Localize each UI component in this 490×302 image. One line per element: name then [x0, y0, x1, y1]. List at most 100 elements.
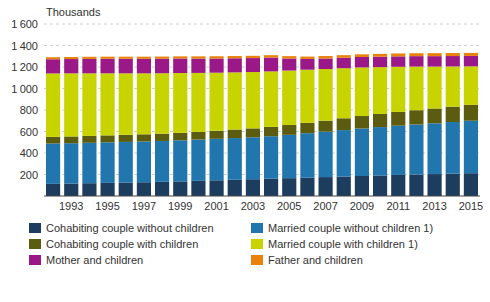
- bar-segment: [155, 182, 169, 196]
- legend-label: Cohabiting couple with children: [46, 238, 198, 250]
- bar-segment: [318, 132, 332, 177]
- bar-segment: [46, 59, 60, 73]
- x-tick-label: 1999: [168, 200, 192, 212]
- legend-label: Married couple with children 1): [268, 238, 418, 250]
- bar-segment: [173, 181, 187, 196]
- x-tick-label: 2005: [277, 200, 301, 212]
- bar-segment: [355, 67, 369, 116]
- bar-segment: [137, 182, 151, 196]
- bar-segment: [46, 137, 60, 144]
- y-tick-label: 1 200: [11, 61, 38, 73]
- bar-segment: [391, 56, 405, 66]
- x-tick-label: 2015: [459, 200, 483, 212]
- bar-segment: [228, 138, 242, 180]
- bar-segment: [119, 142, 133, 183]
- x-axis-line: [44, 196, 480, 197]
- bar-segment: [282, 178, 296, 196]
- bar-segment: [64, 59, 78, 73]
- bar-segment: [355, 176, 369, 196]
- bar-segment: [82, 183, 96, 196]
- x-tick-label: 1997: [132, 200, 156, 212]
- y-tick-label: 1 600: [11, 18, 38, 30]
- bar-segment: [264, 55, 278, 57]
- y-tick-label: 1 400: [11, 40, 38, 52]
- bar-segment: [427, 174, 441, 196]
- bar-segment: [173, 140, 187, 181]
- bar-segment: [119, 59, 133, 74]
- bar-segment: [300, 133, 314, 177]
- bar-segment: [46, 184, 60, 196]
- bar-segment: [427, 123, 441, 174]
- bar-segment: [46, 73, 60, 136]
- bar-segment: [137, 59, 151, 74]
- bar-segment: [355, 116, 369, 128]
- legend-swatch: [29, 223, 41, 233]
- bar-segment: [100, 135, 114, 142]
- x-tick-label: 2001: [204, 200, 228, 212]
- bar-segment: [446, 174, 460, 196]
- bar-segment: [264, 179, 278, 196]
- bar-segment: [464, 121, 478, 173]
- grid-line: [44, 45, 480, 46]
- bar-segment: [464, 173, 478, 196]
- bar-segment: [373, 54, 387, 57]
- bar-segment: [318, 177, 332, 196]
- bar-segment: [355, 57, 369, 67]
- bar-segment: [155, 59, 169, 74]
- bar-segment: [282, 59, 296, 71]
- bar-segment: [355, 128, 369, 176]
- bar-segment: [337, 130, 351, 176]
- bar-segment: [64, 136, 78, 143]
- bar-segment: [228, 72, 242, 129]
- bar-segment: [46, 144, 60, 184]
- bar-segment: [246, 58, 260, 72]
- bar-segment: [409, 110, 423, 124]
- x-tick-label: 1995: [95, 200, 119, 212]
- bar-segment: [64, 143, 78, 183]
- bar-segment: [228, 58, 242, 72]
- bar-segment: [82, 57, 96, 59]
- bar-segment: [282, 71, 296, 125]
- bar-segment: [209, 131, 223, 139]
- bar-segment: [82, 136, 96, 143]
- bar-segment: [100, 59, 114, 74]
- y-axis-label: Thousands: [46, 6, 101, 18]
- y-tick-label: 400: [20, 147, 38, 159]
- bar-segment: [64, 184, 78, 196]
- bar-segment: [191, 56, 205, 58]
- x-tick-label: 1993: [59, 200, 83, 212]
- bar-segment: [337, 68, 351, 118]
- legend-swatch: [29, 239, 41, 249]
- bar-segment: [119, 183, 133, 196]
- bar-segment: [100, 142, 114, 183]
- chart: 2004006008001 0001 2001 4001 600Thousand…: [0, 0, 490, 302]
- bar-segment: [119, 135, 133, 142]
- bar-segment: [119, 73, 133, 134]
- y-tick-label: 200: [20, 169, 38, 181]
- legend: Cohabiting couple without childrenMarrie…: [29, 222, 433, 266]
- bar-segment: [191, 59, 205, 73]
- x-tick-label: 2009: [350, 200, 374, 212]
- bar-segment: [100, 73, 114, 135]
- x-tick-label: 2003: [241, 200, 265, 212]
- bar-segment: [191, 132, 205, 140]
- bar-segment: [409, 67, 423, 111]
- x-tick-label: 2011: [386, 200, 410, 212]
- bar-segment: [191, 73, 205, 132]
- bar-segment: [300, 59, 314, 70]
- legend-swatch: [251, 223, 263, 233]
- bar-segment: [282, 125, 296, 135]
- bar-segment: [391, 126, 405, 175]
- bar-segment: [191, 181, 205, 196]
- bar-segment: [264, 127, 278, 136]
- bar-segment: [373, 57, 387, 67]
- bar-segment: [137, 57, 151, 59]
- bar-segment: [391, 112, 405, 126]
- bar-segment: [209, 139, 223, 180]
- bar-segment: [155, 73, 169, 133]
- bar-segment: [318, 69, 332, 121]
- bar-segment: [82, 73, 96, 136]
- bar-segment: [282, 56, 296, 58]
- bar-segment: [391, 67, 405, 112]
- bar-segment: [264, 136, 278, 178]
